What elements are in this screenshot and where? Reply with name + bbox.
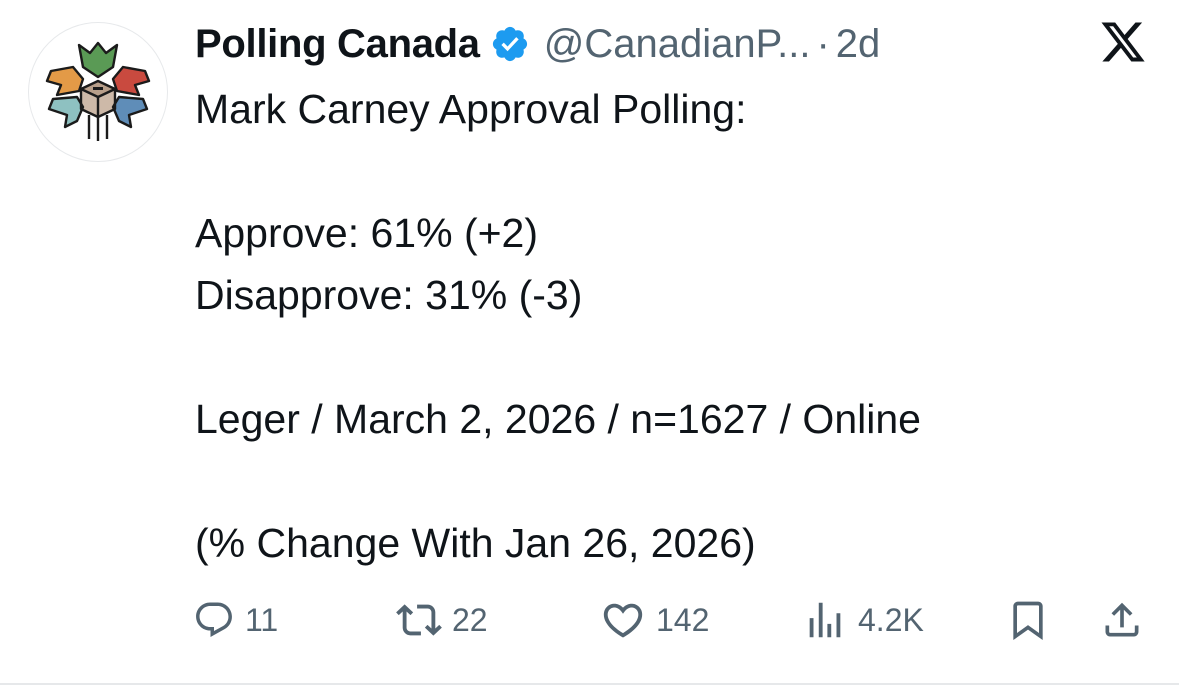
post-text: Mark Carney Approval Polling: Approve: 6…: [195, 78, 1155, 574]
post-line-title: Mark Carney Approval Polling:: [195, 86, 747, 132]
tweet-header: Polling Canada @CanadianP... · 2d: [195, 18, 880, 70]
like-button[interactable]: 142: [600, 588, 709, 652]
post-line-disapprove: Disapprove: 31% (-3): [195, 272, 583, 318]
bookmark-button[interactable]: [1006, 588, 1050, 652]
reply-icon: [196, 602, 232, 637]
post-time[interactable]: 2d: [835, 21, 881, 66]
verified-badge-icon[interactable]: [490, 24, 530, 64]
polling-canada-logo-icon: [45, 41, 151, 141]
action-bar: 11 22 142 4.2K: [0, 588, 1179, 652]
bottom-divider: [0, 683, 1179, 685]
post-line-change-note: (% Change With Jan 26, 2026): [195, 520, 756, 566]
post-line-source: Leger / March 2, 2026 / n=1627 / Online: [195, 396, 921, 442]
repost-count: 22: [452, 601, 488, 638]
post-line-blank: [195, 450, 1155, 512]
reply-count: 11: [245, 601, 279, 638]
views-icon: [809, 602, 841, 638]
author-handle[interactable]: @CanadianP...: [543, 21, 811, 66]
repost-icon: [396, 604, 442, 636]
reply-button[interactable]: 11: [193, 588, 278, 652]
separator-dot: ·: [816, 21, 830, 66]
share-icon: [1105, 602, 1139, 637]
author-name[interactable]: Polling Canada: [195, 21, 480, 66]
post-line-approve: Approve: 61% (+2): [195, 210, 538, 256]
heart-icon: [603, 603, 643, 638]
views-count: 4.2K: [858, 601, 924, 638]
post-line-blank: [195, 140, 1155, 202]
avatar[interactable]: [28, 22, 168, 162]
bookmark-icon: [1013, 601, 1043, 641]
x-logo-icon[interactable]: [1098, 18, 1148, 66]
like-count: 142: [656, 601, 710, 638]
views-button[interactable]: 4.2K: [802, 588, 924, 652]
repost-button[interactable]: 22: [396, 588, 488, 652]
share-button[interactable]: [1100, 588, 1144, 652]
post-line-blank: [195, 326, 1155, 388]
